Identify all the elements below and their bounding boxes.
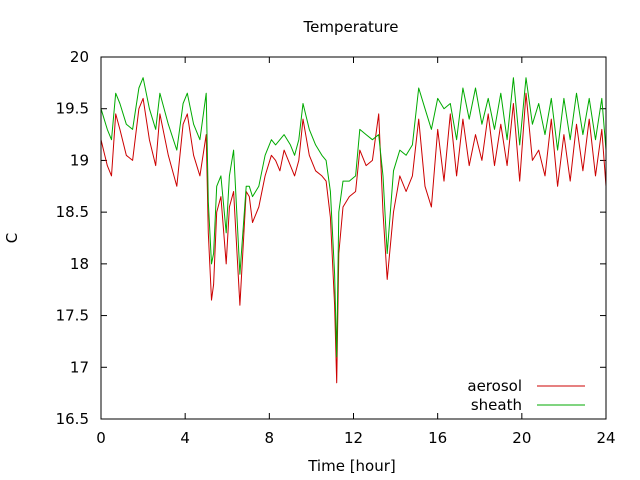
- y-tick-label: 18.5: [56, 203, 89, 221]
- y-tick-label: 16.5: [56, 410, 89, 428]
- series-line-aerosol: [100, 92, 607, 384]
- x-axis-title: Time [hour]: [307, 457, 396, 475]
- chart-title: Temperature: [302, 18, 398, 36]
- x-tick-label: 8: [265, 429, 275, 447]
- legend-label-sheath: sheath: [471, 396, 522, 414]
- x-tick-label: 20: [512, 429, 531, 447]
- legend-label-aerosol: aerosol: [467, 377, 522, 395]
- x-tick-label: 0: [96, 429, 106, 447]
- y-tick-label: 17: [70, 358, 89, 376]
- y-tick-label: 18: [70, 255, 89, 273]
- y-axis-title: C: [3, 233, 21, 243]
- plot-frame: [100, 56, 607, 420]
- y-tick-label: 19.5: [56, 100, 89, 118]
- series-lines: [100, 77, 607, 384]
- x-tick-label: 12: [344, 429, 363, 447]
- x-tick-label: 16: [428, 429, 447, 447]
- series-line-sheath: [100, 77, 607, 358]
- y-tick-label: 20: [70, 48, 89, 66]
- x-tick-label: 24: [596, 429, 615, 447]
- axis-ticks: 0 4 8 12 16 20 24 16.5 17 17.5 18 18.5 19 19.5 20: [56, 48, 616, 447]
- y-tick-label: 17.5: [56, 307, 89, 325]
- x-tick-label: 4: [180, 429, 190, 447]
- y-tick-label: 19: [70, 151, 89, 169]
